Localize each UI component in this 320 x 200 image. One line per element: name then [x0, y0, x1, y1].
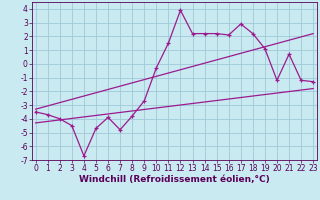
X-axis label: Windchill (Refroidissement éolien,°C): Windchill (Refroidissement éolien,°C) [79, 175, 270, 184]
